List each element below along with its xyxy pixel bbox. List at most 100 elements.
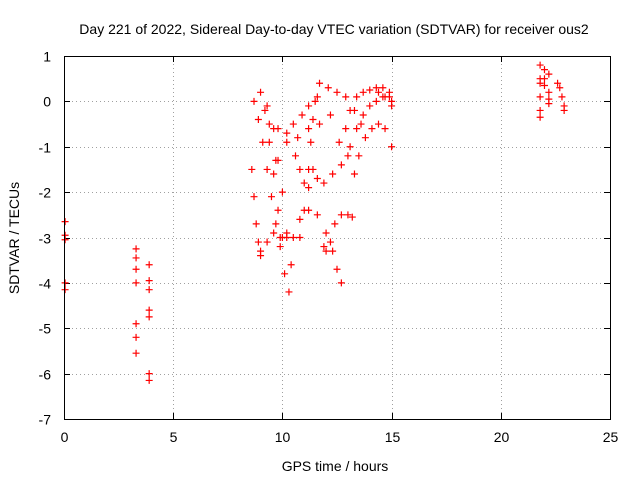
data-point (353, 93, 361, 101)
data-point (361, 134, 369, 142)
data-point (540, 66, 548, 74)
data-point (145, 261, 153, 269)
data-point (252, 220, 260, 228)
data-point (276, 243, 284, 251)
data-point (61, 286, 69, 294)
y-tick-label: -1 (39, 140, 52, 156)
data-point (536, 61, 544, 69)
data-point (322, 229, 330, 237)
y-tick-label: 1 (43, 49, 51, 65)
data-point (283, 234, 291, 241)
data-point (61, 279, 69, 287)
data-point (381, 125, 389, 133)
data-point (335, 138, 343, 146)
plot-frame (64, 56, 611, 420)
data-point (545, 70, 553, 78)
data-point (132, 349, 140, 357)
data-point (350, 170, 358, 178)
data-point (316, 79, 324, 87)
data-point (309, 165, 317, 173)
data-point (374, 120, 382, 128)
data-point (337, 279, 345, 287)
data-point (379, 84, 387, 92)
data-point (254, 116, 262, 124)
y-tick-label: -4 (39, 276, 52, 292)
data-point (305, 125, 313, 133)
data-point (272, 156, 280, 164)
data-point (298, 111, 306, 119)
y-tick-label: 0 (43, 94, 51, 110)
data-point (250, 193, 258, 201)
y-tick-label: -3 (39, 231, 52, 247)
data-point (342, 125, 350, 133)
data-point (313, 211, 321, 219)
data-point (294, 134, 302, 142)
data-point (261, 106, 269, 114)
data-point (292, 152, 300, 160)
data-point (554, 79, 562, 87)
data-point (313, 93, 321, 101)
data-point (556, 84, 564, 92)
data-point (296, 165, 304, 173)
data-point (359, 88, 367, 96)
x-tick-label: 20 (494, 429, 510, 445)
data-point (257, 88, 265, 96)
data-point (368, 125, 376, 133)
x-tick-label: 25 (603, 429, 619, 445)
data-point (250, 97, 258, 105)
data-point (372, 97, 380, 105)
data-point (307, 138, 315, 146)
data-point (296, 215, 304, 223)
data-point (316, 120, 324, 128)
data-point (276, 234, 284, 241)
x-tick-label: 15 (385, 429, 401, 445)
data-point (283, 138, 291, 146)
data-point (342, 93, 350, 101)
data-point (346, 106, 354, 114)
data-point (344, 152, 352, 160)
data-point (263, 165, 271, 173)
data-point (265, 138, 273, 146)
data-point (331, 220, 339, 228)
data-point (359, 111, 367, 119)
data-point (536, 106, 544, 114)
data-point (357, 120, 365, 128)
data-point (536, 93, 544, 101)
data-point (132, 320, 140, 328)
data-point (320, 243, 328, 251)
data-point (324, 84, 332, 92)
data-point (300, 206, 308, 214)
data-point (305, 102, 313, 110)
data-point (372, 84, 380, 92)
data-point (132, 265, 140, 273)
data-point (274, 206, 282, 214)
data-point (313, 175, 321, 183)
data-point (366, 102, 374, 110)
data-point (248, 165, 256, 173)
data-point (344, 211, 352, 219)
data-point (337, 211, 345, 219)
data-point (270, 170, 278, 178)
data-point (267, 193, 275, 201)
y-axis-label: SDTVAR / TECUs (6, 182, 22, 294)
y-tick-label: -6 (39, 367, 52, 383)
y-tick-label: -2 (39, 185, 52, 201)
data-point (145, 306, 153, 314)
x-tick-label: 0 (61, 429, 69, 445)
data-point (132, 333, 140, 341)
data-point (289, 234, 297, 241)
data-point (300, 179, 308, 187)
y-tick-label: -5 (39, 321, 52, 337)
x-tick-label: 5 (170, 429, 178, 445)
data-point (265, 120, 273, 128)
data-point (337, 161, 345, 169)
data-point (309, 116, 317, 124)
data-point (145, 277, 153, 285)
data-point (536, 79, 544, 87)
data-point (61, 218, 69, 226)
data-point (259, 138, 267, 146)
data-point (283, 129, 291, 137)
data-point (333, 265, 341, 273)
data-point (545, 88, 553, 96)
